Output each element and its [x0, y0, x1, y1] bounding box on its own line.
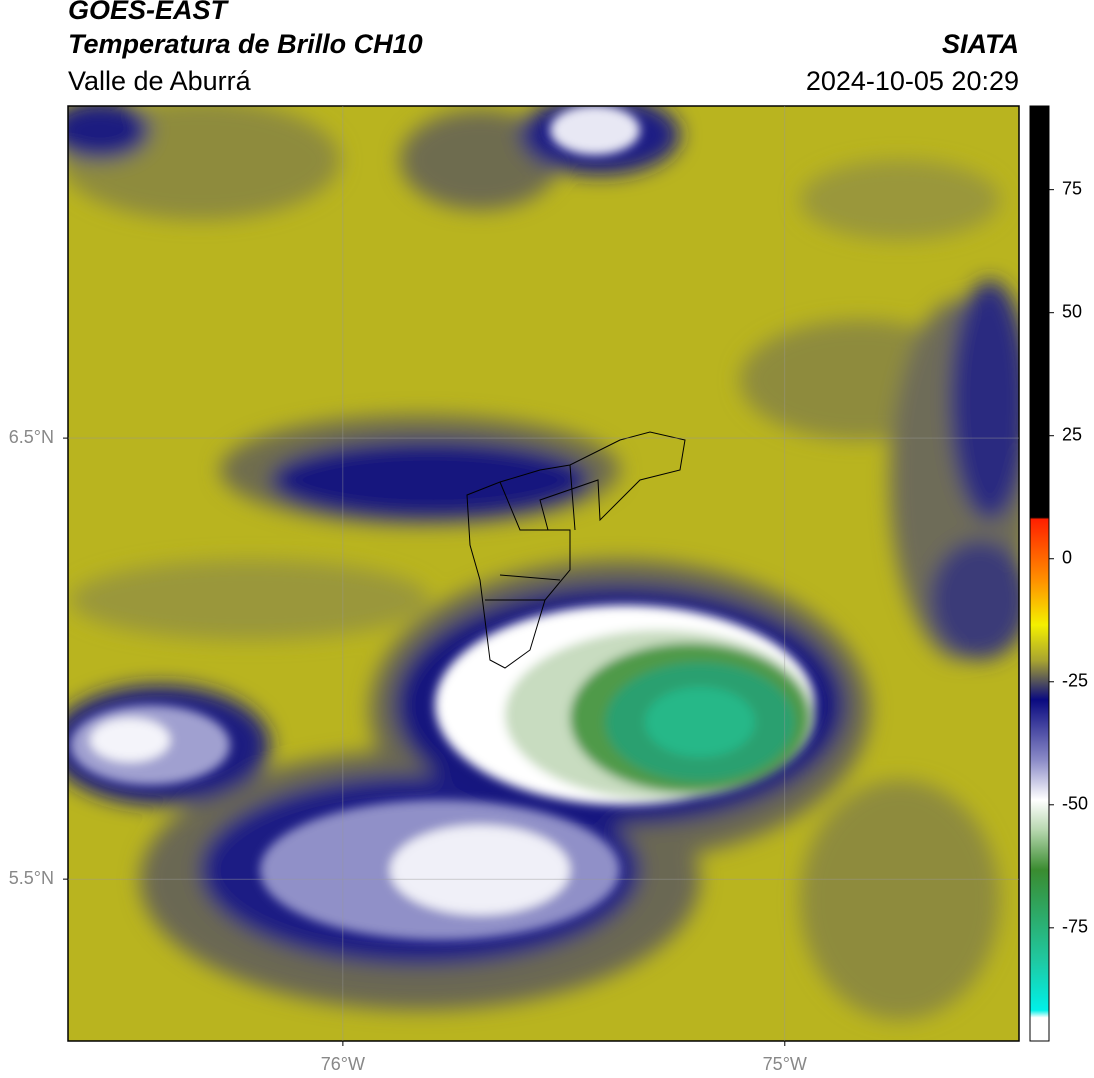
map-image: [68, 106, 1019, 1041]
title: GOES-EAST: [68, 0, 230, 25]
colorbar-tick-label: 50: [1062, 301, 1082, 321]
region-boundary: [466, 431, 686, 669]
colorbar-tick-label: -50: [1062, 794, 1088, 814]
datetime: 2024-10-05 20:29: [806, 66, 1019, 96]
x-tick-label: 76°W: [321, 1054, 365, 1074]
colorbar-tick-label: 75: [1062, 178, 1082, 198]
colorbar-tick-label: -75: [1062, 917, 1088, 937]
colorbar-tick-label: 25: [1062, 424, 1082, 444]
source: SIATA: [942, 29, 1019, 59]
region: Valle de Aburrá: [68, 66, 252, 96]
colorbar-tick-label: -25: [1062, 671, 1088, 691]
subtitle: Temperatura de Brillo CH10: [68, 29, 423, 59]
y-tick-label: 5.5°N: [9, 868, 54, 888]
y-tick-label: 6.5°N: [9, 427, 54, 447]
colorbar-tick-label: 0: [1062, 547, 1072, 567]
map-frame: [67, 105, 1020, 1042]
colorbar: [1029, 105, 1050, 1042]
x-tick-label: 75°W: [763, 1054, 807, 1074]
